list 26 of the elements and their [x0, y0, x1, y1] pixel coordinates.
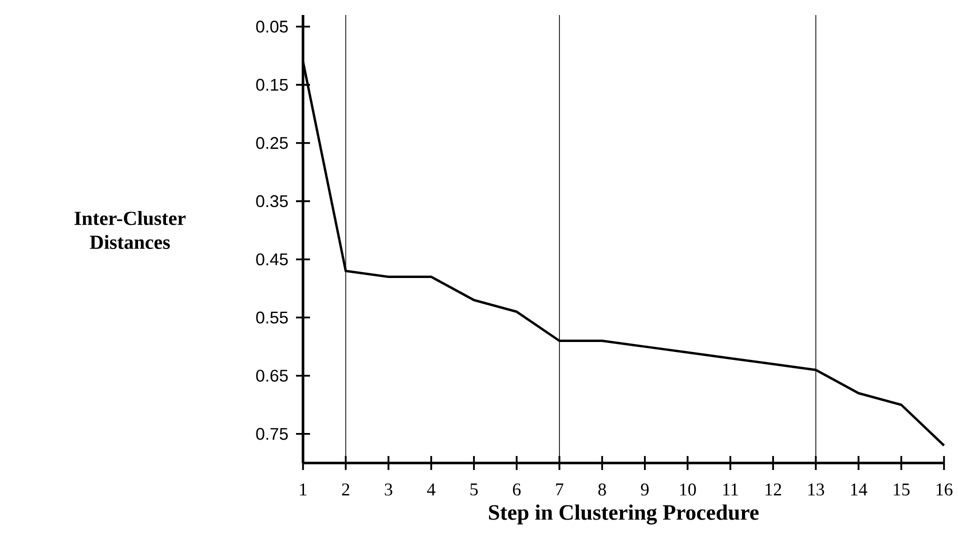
x-tick-label: 2	[342, 484, 350, 496]
y-tick-label: 0.65	[256, 370, 288, 382]
x-tick-label: 9	[640, 484, 649, 496]
y-tick-label: 0.45	[256, 253, 288, 266]
x-tick-label: 4	[427, 484, 436, 496]
y-tick-label: 0.35	[256, 195, 288, 208]
y-tick-label: 0.55	[256, 312, 288, 324]
y-axis-title: Inter-Cluster Distances	[74, 211, 186, 249]
x-tick-label: 15	[894, 484, 910, 496]
x-tick-label: 8	[598, 484, 606, 496]
x-tick-label: 7	[556, 484, 564, 496]
x-axis-title: Step in Clustering Procedure	[489, 504, 759, 524]
x-tick-label: 11	[723, 484, 738, 496]
y-tick-label: 0.75	[256, 428, 288, 440]
x-tick-label: 14	[851, 484, 868, 496]
x-tick-label: 3	[384, 484, 392, 496]
y-tick-label: 0.25	[256, 136, 288, 149]
x-tick-label: 1	[300, 484, 306, 496]
y-tick-label: 0.15	[256, 78, 288, 91]
x-tick-label: 6	[512, 484, 521, 496]
x-tick-label: 12	[766, 484, 782, 496]
y-tick-label: 0.05	[256, 20, 288, 33]
x-tick-label: 5	[470, 484, 478, 496]
x-tick-label: 16	[936, 484, 952, 496]
x-tick-label: 13	[808, 484, 824, 496]
x-tick-label: 10	[680, 484, 696, 496]
